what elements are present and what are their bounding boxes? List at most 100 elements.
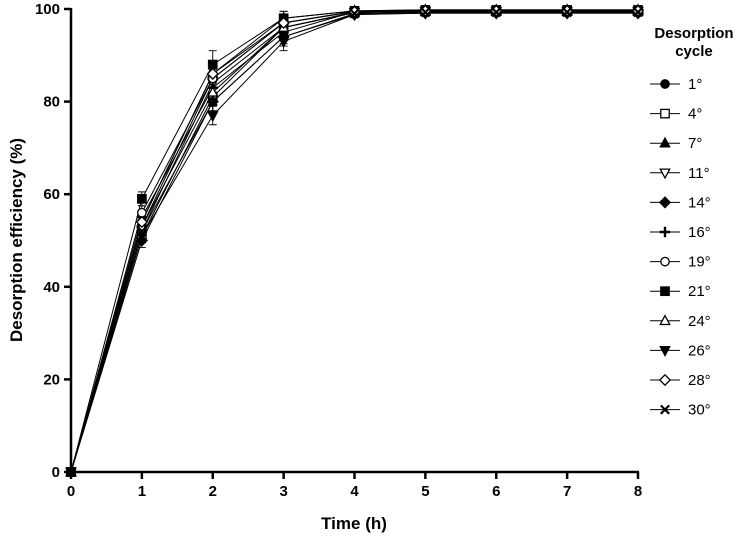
legend-entry-6: 19° bbox=[650, 254, 711, 271]
data-point bbox=[206, 111, 219, 123]
series-6-markers bbox=[66, 5, 643, 477]
x-tick-label: 8 bbox=[634, 483, 642, 500]
legend-label: 26° bbox=[688, 342, 711, 359]
series-0 bbox=[70, 9, 638, 473]
series-line bbox=[70, 9, 638, 473]
series-0-markers bbox=[66, 5, 643, 477]
y-axis-title: Desorption efficiency (%) bbox=[7, 138, 26, 342]
series-6 bbox=[70, 9, 638, 473]
legend-label: 1° bbox=[688, 76, 702, 93]
data-point bbox=[137, 207, 147, 218]
legend-label: 24° bbox=[688, 313, 711, 330]
legend-marker bbox=[660, 108, 670, 119]
data-point bbox=[207, 59, 218, 70]
series-9 bbox=[70, 12, 638, 473]
legend-label: 16° bbox=[688, 224, 711, 241]
data-point bbox=[207, 96, 218, 107]
series-1-markers bbox=[66, 6, 643, 477]
legend-label: 28° bbox=[688, 372, 711, 389]
legend-marker bbox=[660, 79, 670, 89]
series-line bbox=[70, 10, 638, 473]
series-11 bbox=[70, 11, 638, 473]
y-tick-label: 0 bbox=[52, 464, 60, 481]
x-tick-label: 3 bbox=[279, 483, 287, 500]
data-point bbox=[135, 215, 148, 229]
series-line bbox=[70, 9, 638, 473]
y-tick-label: 60 bbox=[43, 186, 60, 203]
legend-label: 14° bbox=[688, 194, 711, 211]
series-1 bbox=[70, 10, 638, 473]
legend: Desorption cycle 1° 4° 7° 11° 14° 16° 19° 21° 24… bbox=[650, 25, 734, 419]
series-line bbox=[70, 10, 638, 473]
x-tick-label: 0 bbox=[67, 483, 75, 500]
series-10-markers bbox=[64, 4, 645, 479]
legend-marker bbox=[658, 196, 672, 209]
x-tick-label: 1 bbox=[138, 483, 146, 500]
legend-marker bbox=[658, 373, 672, 387]
legend-label: 21° bbox=[688, 283, 711, 300]
data-point bbox=[562, 7, 573, 18]
legend-title-line2: cycle bbox=[675, 43, 713, 60]
legend-entry-10: 28° bbox=[650, 372, 711, 389]
y-tick-label: 80 bbox=[43, 94, 60, 111]
legend-entry-9: 26° bbox=[650, 342, 711, 359]
legend-marker bbox=[659, 346, 671, 357]
legend-label: 11° bbox=[688, 165, 710, 182]
series-3-markers bbox=[65, 6, 644, 479]
series-2 bbox=[70, 9, 638, 473]
data-point bbox=[278, 31, 289, 42]
series-8-markers bbox=[65, 4, 644, 477]
legend-label: 4° bbox=[688, 106, 702, 123]
plot-area bbox=[64, 3, 645, 479]
legend-label: 30° bbox=[688, 402, 711, 419]
series-line bbox=[70, 10, 638, 473]
legend-entry-7: 21° bbox=[650, 283, 711, 300]
legend-marker bbox=[659, 136, 671, 148]
data-point bbox=[420, 7, 431, 18]
legend-entry-5: 16° bbox=[650, 224, 711, 241]
series-line bbox=[70, 12, 638, 473]
series-4-markers bbox=[64, 7, 645, 479]
legend-entry-2: 7° bbox=[650, 135, 702, 152]
y-tick-label: 40 bbox=[43, 279, 60, 296]
series-line bbox=[70, 10, 638, 473]
series-8 bbox=[70, 10, 638, 473]
series-4 bbox=[70, 12, 638, 473]
data-point bbox=[633, 7, 643, 18]
legend-entry-11: 30° bbox=[650, 402, 711, 419]
legend-entry-3: 11° bbox=[650, 165, 710, 182]
x-tick-label: 4 bbox=[350, 483, 359, 500]
legend-marker bbox=[659, 226, 671, 238]
legend-entry-4: 14° bbox=[650, 194, 711, 211]
data-point bbox=[491, 7, 502, 18]
series-line bbox=[70, 10, 638, 473]
series-10 bbox=[70, 10, 638, 473]
legend-title-line1: Desorption bbox=[654, 25, 733, 42]
series-5 bbox=[70, 10, 638, 473]
legend-label: 19° bbox=[688, 254, 711, 271]
data-point bbox=[349, 8, 360, 19]
series-line bbox=[70, 11, 638, 473]
data-point bbox=[277, 16, 290, 30]
x-tick-label: 2 bbox=[209, 483, 217, 500]
x-axis-title: Time (h) bbox=[321, 514, 387, 533]
legend-marker bbox=[660, 404, 670, 415]
series-7-markers bbox=[66, 5, 643, 477]
legend-marker bbox=[659, 168, 671, 180]
legend-entry-1: 4° bbox=[650, 106, 702, 123]
series-2-markers bbox=[65, 3, 644, 477]
series-line bbox=[70, 9, 638, 473]
y-tick-label: 100 bbox=[35, 1, 60, 18]
legend-marker bbox=[660, 256, 670, 267]
data-point bbox=[136, 226, 147, 237]
x-tick-label: 6 bbox=[492, 483, 500, 500]
series-9-markers bbox=[65, 8, 644, 479]
series-5-markers bbox=[65, 5, 644, 478]
data-point bbox=[206, 85, 219, 97]
series-11-markers bbox=[66, 7, 643, 477]
series-line bbox=[70, 12, 638, 473]
data-point bbox=[206, 67, 219, 80]
x-tick-label: 7 bbox=[563, 483, 571, 500]
